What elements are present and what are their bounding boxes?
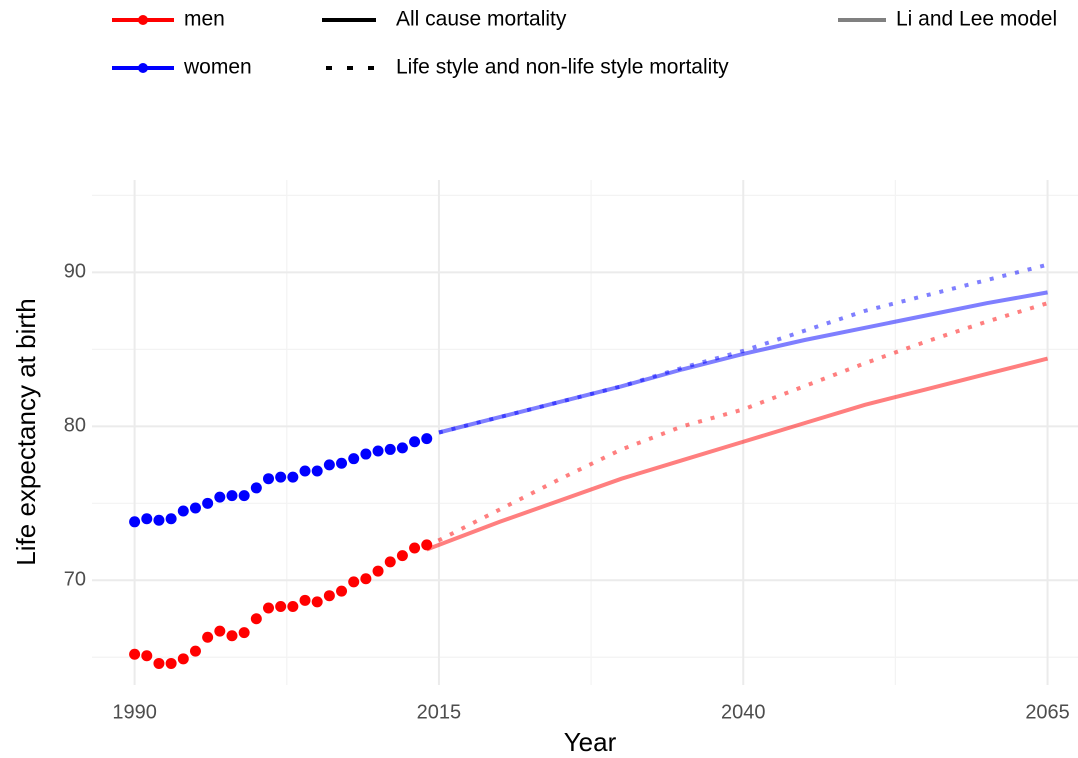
data-point [238, 627, 250, 639]
data-point [250, 482, 262, 494]
x-tick-label: 2065 [1025, 701, 1070, 723]
data-point [311, 596, 323, 608]
data-point [287, 600, 299, 612]
data-point [409, 436, 421, 448]
data-point [323, 590, 335, 602]
data-point [372, 565, 384, 577]
legend-point [138, 15, 148, 25]
data-point [299, 465, 311, 477]
data-point [153, 514, 165, 526]
x-tick-label: 1990 [112, 701, 157, 723]
data-point [287, 471, 299, 483]
data-point [360, 448, 372, 460]
data-point [348, 453, 360, 465]
legend-label: women [183, 56, 252, 79]
data-point [263, 473, 275, 485]
data-point [396, 550, 408, 562]
y-tick-label: 90 [64, 261, 86, 283]
data-point [202, 497, 214, 509]
data-point [202, 631, 214, 643]
data-point [396, 442, 408, 454]
legend-label: men [184, 8, 225, 31]
data-point [384, 443, 396, 455]
data-point [299, 594, 311, 606]
data-point [177, 653, 189, 665]
data-point [141, 650, 153, 662]
data-point [214, 625, 226, 637]
y-axis-title: Life expectancy at birth [11, 298, 41, 565]
y-tick-label: 80 [64, 415, 86, 437]
data-point [263, 602, 275, 614]
data-point [226, 490, 238, 502]
data-point [336, 457, 348, 469]
x-axis-title: Year [564, 727, 617, 757]
data-point [189, 502, 201, 514]
data-point [360, 573, 372, 585]
data-point [275, 471, 287, 483]
projection-line [426, 356, 1049, 552]
data-point [189, 645, 201, 657]
data-point [250, 613, 262, 625]
data-point [323, 459, 335, 471]
data-point [348, 576, 360, 588]
data-point [275, 600, 287, 612]
data-point [129, 648, 141, 660]
data-point [238, 490, 250, 502]
data-point [129, 516, 141, 528]
data-point [336, 585, 348, 597]
data-point [372, 445, 384, 457]
projection-line [438, 262, 1049, 435]
data-point [384, 556, 396, 568]
data-point [153, 657, 165, 669]
data-point [177, 505, 189, 517]
data-point [214, 491, 226, 503]
data-point [165, 657, 177, 669]
projection-line [425, 301, 1049, 549]
y-tick-label: 70 [64, 569, 86, 591]
data-point [409, 542, 421, 554]
data-point [165, 513, 177, 525]
x-tick-label: 2015 [417, 701, 462, 723]
legend-label: Life style and non-life style mortality [396, 56, 729, 79]
data-point [311, 465, 323, 477]
legend-point [138, 63, 148, 73]
data-point [421, 433, 433, 445]
legend-label: All cause mortality [396, 8, 567, 31]
data-point [226, 630, 238, 642]
data-point [141, 513, 153, 525]
x-tick-label: 2040 [721, 701, 766, 723]
legend-label: Li and Lee model [896, 8, 1057, 31]
